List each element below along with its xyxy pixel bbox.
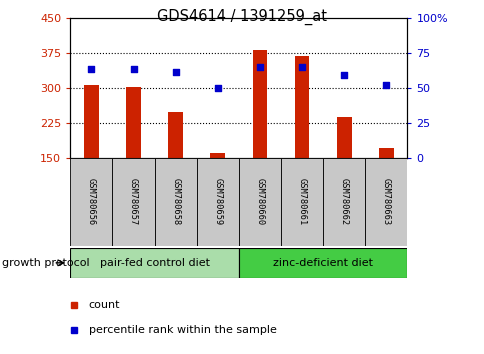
Bar	[197, 158, 238, 246]
Bar	[168, 112, 182, 158]
Bar	[252, 50, 267, 158]
Text: GSM780658: GSM780658	[171, 178, 180, 225]
Point	[382, 82, 390, 88]
Text: GSM780662: GSM780662	[339, 178, 348, 225]
Point	[256, 64, 263, 69]
Bar	[238, 158, 280, 246]
Bar	[70, 158, 112, 246]
Text: GSM780659: GSM780659	[213, 178, 222, 225]
Point	[87, 67, 95, 72]
Text: GSM780661: GSM780661	[297, 178, 306, 225]
Bar	[84, 85, 99, 158]
Bar	[210, 153, 225, 158]
Bar	[364, 158, 407, 246]
Bar	[280, 158, 322, 246]
Point	[340, 72, 348, 78]
Text: GSM780663: GSM780663	[381, 178, 390, 225]
Text: GSM780656: GSM780656	[87, 178, 96, 225]
Bar	[336, 116, 351, 158]
Point	[171, 69, 179, 75]
Text: GDS4614 / 1391259_at: GDS4614 / 1391259_at	[157, 9, 327, 25]
Bar	[238, 248, 407, 278]
Text: percentile rank within the sample: percentile rank within the sample	[89, 325, 276, 335]
Bar	[322, 158, 364, 246]
Point	[213, 85, 221, 91]
Text: pair-fed control diet: pair-fed control diet	[99, 258, 209, 268]
Text: count: count	[89, 300, 120, 310]
Bar	[70, 248, 238, 278]
Text: GSM780657: GSM780657	[129, 178, 138, 225]
Bar	[154, 158, 197, 246]
Text: GSM780660: GSM780660	[255, 178, 264, 225]
Bar	[294, 56, 309, 158]
Bar	[378, 148, 393, 158]
Bar	[112, 158, 154, 246]
Point	[129, 67, 137, 72]
Text: zinc-deficient diet: zinc-deficient diet	[272, 258, 372, 268]
Bar	[126, 87, 141, 158]
Text: growth protocol: growth protocol	[2, 258, 90, 268]
Point	[298, 64, 305, 69]
